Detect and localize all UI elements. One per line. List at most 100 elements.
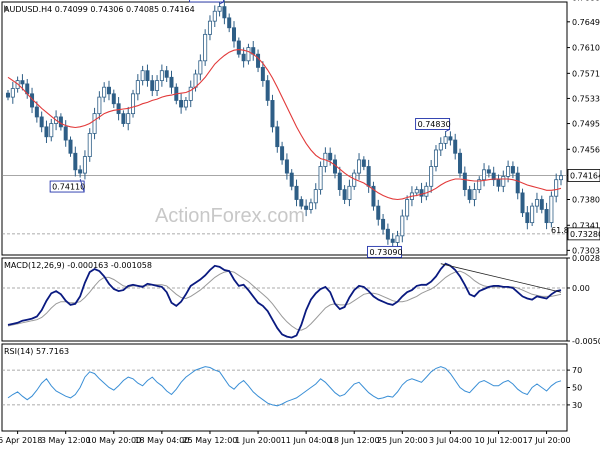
price-tick-label: 0.76860 [572, 0, 600, 2]
candle-body [222, 6, 227, 19]
candle-body [232, 27, 237, 42]
candle-body [155, 80, 160, 91]
candle-body [361, 159, 366, 167]
candle-body [179, 100, 184, 108]
candle-body [304, 205, 309, 210]
rsi-label: RSI(14) 57.7163 [4, 347, 69, 356]
x-tick-label: 3 Jul 04:00 [429, 436, 472, 445]
candle-body [525, 212, 530, 224]
price-annotation-box [49, 180, 85, 193]
x-tick-label: 25 Jun 20:00 [377, 436, 428, 445]
candle-body [371, 185, 376, 207]
candle-body [357, 159, 362, 174]
fib-label: 61.8 [551, 226, 569, 235]
candle-body [530, 205, 535, 224]
candle-body [405, 199, 410, 217]
candle-body [496, 179, 501, 187]
candle-body [462, 172, 467, 191]
candle-body [381, 218, 386, 230]
candle-body [58, 116, 63, 128]
candle-body [390, 238, 395, 243]
x-tick-label: 10 Jul 12:00 [474, 436, 522, 445]
candle-body [289, 172, 294, 187]
candle-body [260, 66, 265, 82]
candle-body [433, 149, 438, 167]
candle-body [520, 192, 525, 214]
candle-body [164, 70, 169, 78]
rsi-tick-label: 50 [572, 384, 582, 393]
candle-body [472, 189, 477, 200]
candle-body [544, 209, 549, 224]
macd-tick-label: -0.005021 [572, 337, 600, 346]
candle-body [308, 202, 313, 210]
candle-body [486, 169, 491, 174]
candle-body [414, 189, 419, 194]
candle-body [458, 152, 463, 174]
candle-body [443, 136, 448, 144]
candle-body [159, 70, 164, 82]
candle-body [337, 172, 342, 191]
candle-body [212, 10, 217, 22]
candle-body [183, 100, 188, 108]
candle-body [539, 199, 544, 210]
candle-body [111, 93, 116, 105]
candle-body [39, 116, 44, 128]
candle-body [366, 166, 371, 187]
candle-body [106, 86, 111, 95]
candle-body [82, 156, 87, 174]
x-tick-label: 17 Jul 20:00 [523, 436, 571, 445]
candle-body [34, 106, 39, 118]
candle-body [49, 123, 54, 138]
symbol-title-marker [4, 5, 8, 13]
candle-body [395, 235, 400, 243]
x-tick-label: 11 Jun 04:00 [281, 436, 332, 445]
candle-body [121, 113, 126, 124]
current-price-label: 0.74164 [570, 171, 600, 180]
candle-body [294, 185, 299, 200]
rsi-pane-frame [1, 343, 568, 432]
macd-line [7, 262, 562, 339]
candle-body [198, 60, 203, 75]
candle-body [328, 152, 333, 161]
candle-body [10, 88, 15, 98]
candle-body [477, 179, 482, 191]
candle-body [275, 126, 280, 148]
candle-body [63, 126, 68, 141]
macd-label: MACD(12,26,9) -0.000163 -0.001058 [4, 261, 152, 270]
candle-body [280, 146, 285, 161]
candle-body [241, 53, 246, 62]
rsi-tick-label: 70 [572, 366, 582, 375]
candle-body [510, 166, 515, 174]
price-annotation-box [367, 245, 402, 258]
candle-body [419, 189, 424, 197]
candle-body [467, 189, 472, 200]
candle-body [207, 20, 212, 35]
candle-body [145, 70, 150, 82]
candle-body [385, 228, 390, 240]
candle-body [78, 169, 83, 174]
price-annotation-connector [219, 1, 224, 5]
rsi-line [7, 366, 562, 407]
support-price-label: 0.73280 [570, 230, 600, 239]
support-price-box [567, 227, 600, 241]
macd-signal-line [7, 270, 562, 331]
rsi-tick-label: 30 [572, 401, 582, 410]
candle-body [376, 205, 381, 220]
candle-body [265, 80, 270, 101]
x-tick-label: 3 May 12:00 [41, 436, 91, 445]
candle-body [313, 189, 318, 204]
x-tick-label: 26 Apr 2018 [0, 436, 42, 445]
price-annotation-label: 0.76760 [192, 0, 225, 1]
candle-body [169, 76, 174, 88]
price-annotation-label: 0.73090 [370, 248, 403, 257]
candle-body [92, 113, 97, 134]
